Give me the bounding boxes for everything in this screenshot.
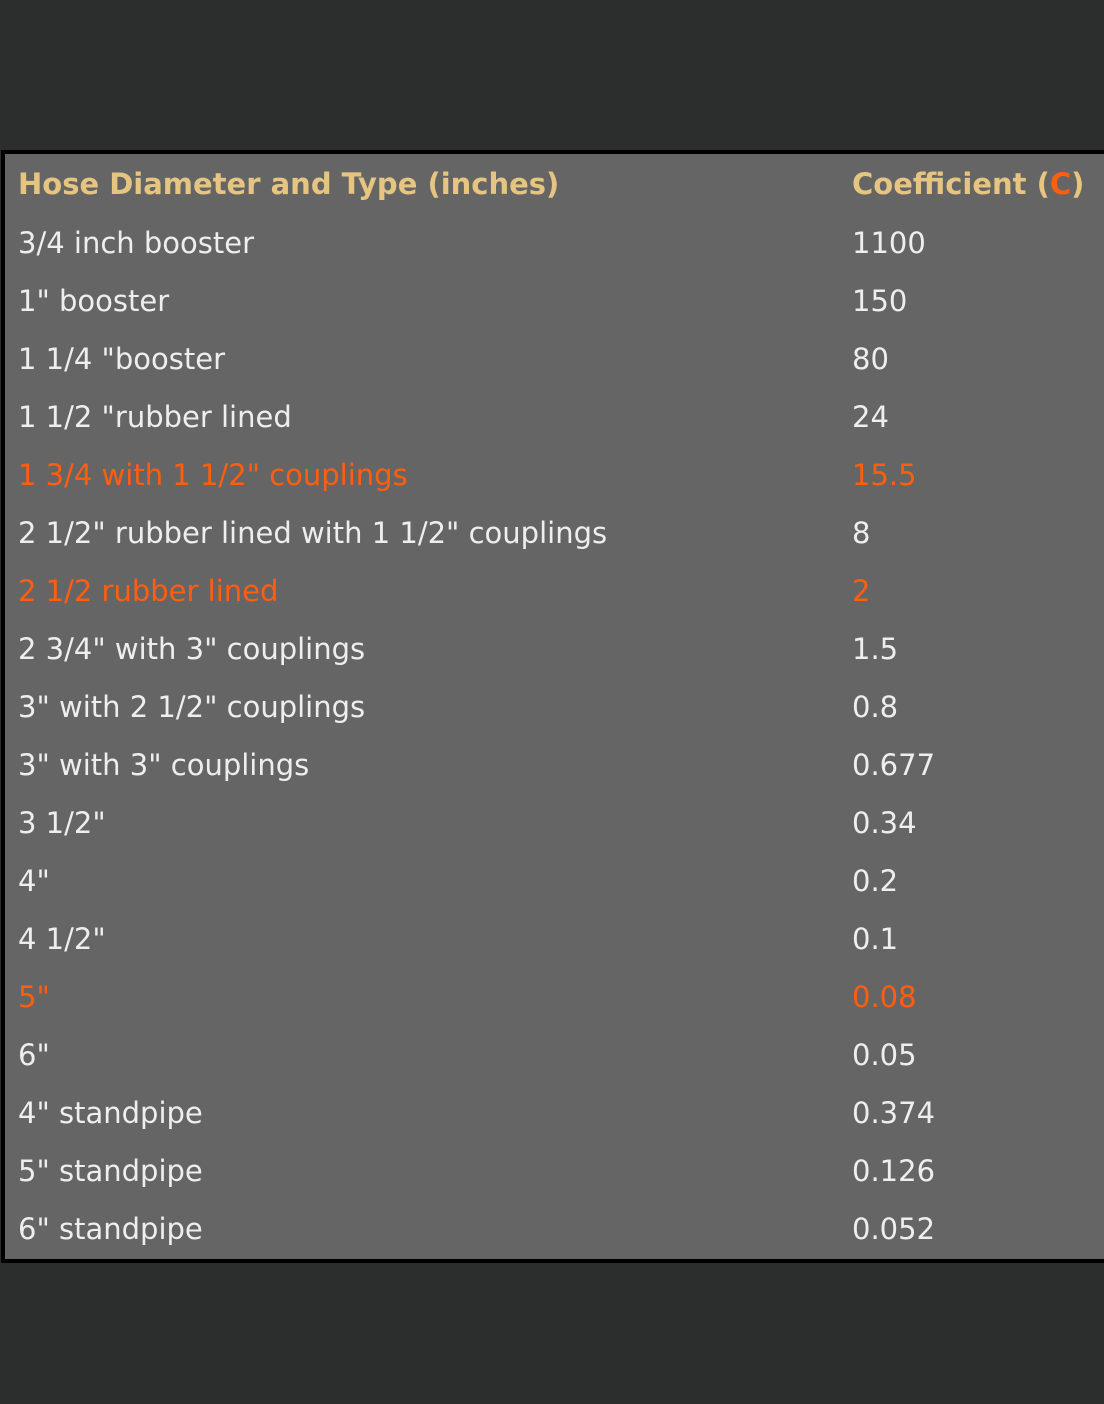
hose-type-cell: 6" standpipe <box>18 1212 203 1246</box>
hose-type-cell: 4" standpipe <box>18 1096 203 1130</box>
coefficient-table-container: Hose Diameter and Type (inches) Coeffici… <box>1 150 1104 1263</box>
hose-type-cell: 2 1/2" rubber lined with 1 1/2" coupling… <box>18 516 608 550</box>
friction-loss-coefficient-table: Hose Diameter and Type (inches) Coeffici… <box>5 154 1104 1258</box>
table-row: 5" standpipe 0.126 <box>5 1142 1104 1200</box>
coefficient-cell: 1100 <box>852 226 926 260</box>
table-row: 4 1/2" 0.1 <box>5 910 1104 968</box>
coefficient-cell: 0.1 <box>852 922 899 956</box>
hose-type-cell: 3/4 inch booster <box>18 226 255 260</box>
coefficient-cell: 80 <box>852 342 889 376</box>
table-header-row: Hose Diameter and Type (inches) Coeffici… <box>5 154 1104 214</box>
header-coefficient-prefix: Coefficient ( <box>852 167 1050 201</box>
coefficient-cell: 15.5 <box>852 458 917 492</box>
header-coefficient: Coefficient (C) <box>852 154 1104 214</box>
header-coefficient-suffix: ) <box>1071 167 1085 201</box>
hose-type-cell: 3" with 3" couplings <box>18 748 310 782</box>
header-hose-type: Hose Diameter and Type (inches) <box>18 167 560 201</box>
hose-type-cell: 4" <box>18 864 50 898</box>
hose-type-cell: 1 3/4 with 1 1/2" couplings <box>18 458 408 492</box>
table-row: 3 1/2" 0.34 <box>5 794 1104 852</box>
table-row: 3/4 inch booster 1100 <box>5 214 1104 272</box>
hose-type-cell: 1 1/4 "booster <box>18 342 226 376</box>
table-row: 4" 0.2 <box>5 852 1104 910</box>
coefficient-cell: 0.374 <box>852 1096 936 1130</box>
hose-type-cell: 6" <box>18 1038 50 1072</box>
hose-type-cell: 3 1/2" <box>18 806 106 840</box>
hose-type-cell: 2 3/4" with 3" couplings <box>18 632 366 666</box>
coefficient-cell: 0.2 <box>852 864 899 898</box>
coefficient-cell: 0.08 <box>852 980 917 1014</box>
coefficient-cell: 1.5 <box>852 632 899 666</box>
table-row: 2 1/2 rubber lined 2 <box>5 562 1104 620</box>
coefficient-cell: 0.677 <box>852 748 936 782</box>
coefficient-cell: 2 <box>852 574 871 608</box>
table-row: 3" with 2 1/2" couplings 0.8 <box>5 678 1104 736</box>
hose-type-cell: 3" with 2 1/2" couplings <box>18 690 366 724</box>
hose-type-cell: 1 1/2 "rubber lined <box>18 400 292 434</box>
table-row: 1 3/4 with 1 1/2" couplings 15.5 <box>5 446 1104 504</box>
table-row: 1 1/4 "booster 80 <box>5 330 1104 388</box>
coefficient-cell: 0.8 <box>852 690 899 724</box>
table-row: 2 1/2" rubber lined with 1 1/2" coupling… <box>5 504 1104 562</box>
table-row: 3" with 3" couplings 0.677 <box>5 736 1104 794</box>
table-row: 1 1/2 "rubber lined 24 <box>5 388 1104 446</box>
hose-type-cell: 1" booster <box>18 284 170 318</box>
coefficient-cell: 24 <box>852 400 889 434</box>
table-row: 1" booster 150 <box>5 272 1104 330</box>
table-body: 3/4 inch booster 1100 1" booster 150 1 1/4 "… <box>5 214 1104 1258</box>
coefficient-cell: 0.34 <box>852 806 917 840</box>
coefficient-cell: 150 <box>852 284 908 318</box>
coefficient-cell: 0.05 <box>852 1038 917 1072</box>
table-row: 2 3/4" with 3" couplings 1.5 <box>5 620 1104 678</box>
hose-type-cell: 4 1/2" <box>18 922 106 956</box>
header-coefficient-symbol: C <box>1049 167 1072 201</box>
coefficient-cell: 0.126 <box>852 1154 936 1188</box>
table-row: 6" standpipe 0.052 <box>5 1200 1104 1258</box>
table-row: 6" 0.05 <box>5 1026 1104 1084</box>
coefficient-cell: 8 <box>852 516 871 550</box>
hose-type-cell: 5" <box>18 980 50 1014</box>
table-row: 5" 0.08 <box>5 968 1104 1026</box>
coefficient-cell: 0.052 <box>852 1212 936 1246</box>
table-row: 4" standpipe 0.374 <box>5 1084 1104 1142</box>
hose-type-cell: 5" standpipe <box>18 1154 203 1188</box>
hose-type-cell: 2 1/2 rubber lined <box>18 574 279 608</box>
